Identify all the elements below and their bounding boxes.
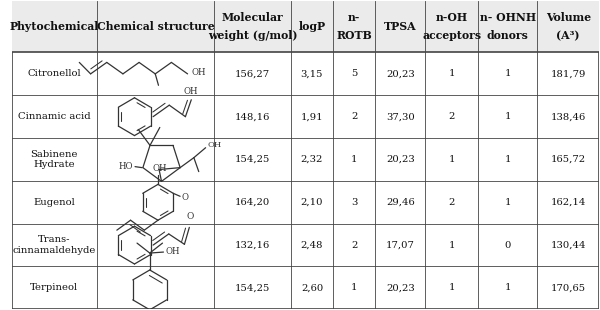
Text: 5: 5 [351,69,358,78]
Text: HO: HO [119,162,133,171]
Text: 165,72: 165,72 [551,155,586,164]
Text: O: O [187,212,194,221]
Text: n-: n- [348,12,361,23]
Text: TPSA: TPSA [384,21,417,32]
Text: n-OH: n-OH [436,12,468,23]
Text: 20,23: 20,23 [386,155,415,164]
Text: 1: 1 [505,198,511,207]
Text: 37,30: 37,30 [386,112,415,121]
Text: O: O [181,193,188,202]
Text: 2: 2 [351,112,358,121]
Text: n- OHNH: n- OHNH [479,12,536,23]
Text: Sabinene
Hydrate: Sabinene Hydrate [31,150,78,169]
Text: 2: 2 [351,241,358,250]
Text: 1,91: 1,91 [301,112,323,121]
Text: 154,25: 154,25 [235,283,270,292]
Text: 1: 1 [449,283,455,292]
Text: 181,79: 181,79 [550,69,586,78]
Text: 2,10: 2,10 [301,198,323,207]
Text: 1: 1 [449,155,455,164]
Text: 3: 3 [351,198,358,207]
Text: (A³): (A³) [556,30,580,41]
Text: Eugenol: Eugenol [34,198,75,207]
Text: donors: donors [487,30,529,41]
Text: Cinnamic acid: Cinnamic acid [18,112,91,121]
Text: logP: logP [298,21,326,32]
Text: weight (g/mol): weight (g/mol) [208,30,298,41]
Text: 1: 1 [505,155,511,164]
Text: 2: 2 [449,112,455,121]
Text: 138,46: 138,46 [551,112,586,121]
Text: ROTB: ROTB [337,30,372,41]
Text: OH: OH [152,164,167,173]
Text: Trans-
cinnamaldehyde: Trans- cinnamaldehyde [13,235,96,255]
Text: 1: 1 [505,69,511,78]
Text: 1: 1 [505,283,511,292]
Text: acceptors: acceptors [422,30,481,41]
Text: 1: 1 [351,155,358,164]
Text: 154,25: 154,25 [235,155,270,164]
Text: 20,23: 20,23 [386,69,415,78]
Text: Molecular: Molecular [222,12,283,23]
Text: 2,48: 2,48 [301,241,323,250]
Text: 148,16: 148,16 [235,112,270,121]
Text: 20,23: 20,23 [386,283,415,292]
Text: OH: OH [166,246,180,255]
Text: 162,14: 162,14 [550,198,586,207]
Text: 2,32: 2,32 [301,155,323,164]
Text: 164,20: 164,20 [235,198,270,207]
Text: OH: OH [191,69,206,78]
Text: 1: 1 [351,283,358,292]
Text: Chemical structure: Chemical structure [97,21,215,32]
Text: 2,60: 2,60 [301,283,323,292]
Text: OH: OH [208,141,222,149]
Text: 3,15: 3,15 [301,69,323,78]
Text: Volume: Volume [545,12,591,23]
Text: 1: 1 [505,112,511,121]
Text: 0: 0 [505,241,511,250]
Text: 156,27: 156,27 [235,69,270,78]
Text: 170,65: 170,65 [551,283,586,292]
Text: Terpineol: Terpineol [30,283,79,292]
Text: 17,07: 17,07 [386,241,415,250]
Text: 130,44: 130,44 [550,241,586,250]
Text: 132,16: 132,16 [235,241,270,250]
Text: Phytochemical: Phytochemical [10,21,99,32]
Text: 29,46: 29,46 [386,198,415,207]
Text: Citronellol: Citronellol [28,69,81,78]
Text: 1: 1 [449,241,455,250]
Bar [11,1,599,52]
Text: 2: 2 [449,198,455,207]
Text: 1: 1 [449,69,455,78]
Text: OH: OH [183,87,197,96]
